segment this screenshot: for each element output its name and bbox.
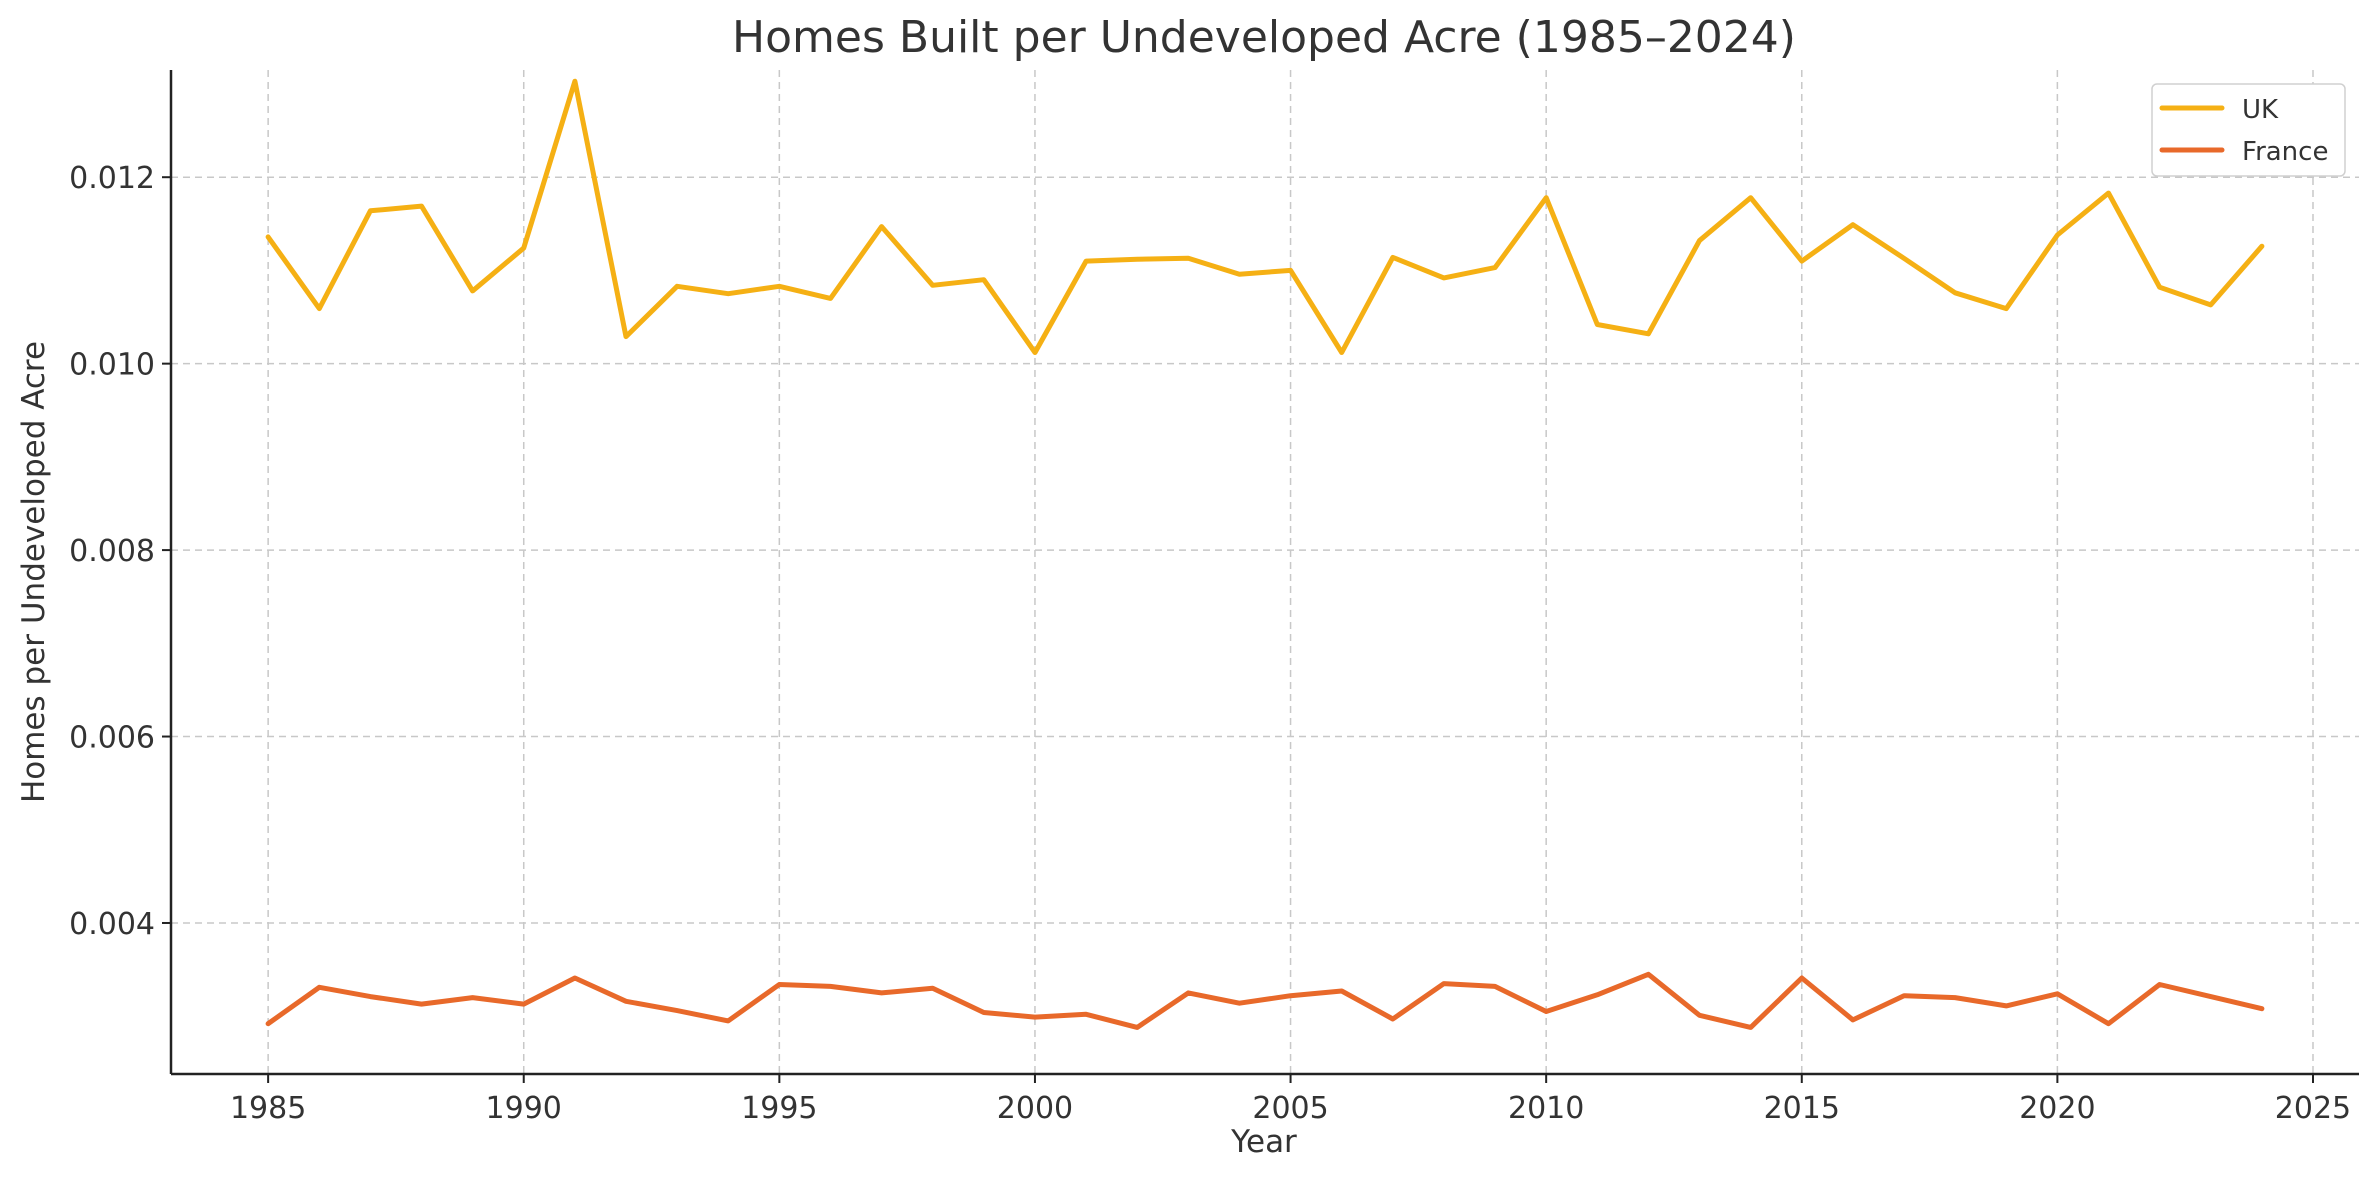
legend: UK France: [2151, 83, 2346, 177]
x-tick-label: 1995: [741, 1091, 817, 1126]
y-tick-label: 0.010: [69, 348, 155, 383]
x-tick-label: 1990: [486, 1091, 562, 1126]
series-line-uk: [265, 78, 2265, 355]
grid-layer: [171, 70, 2359, 1074]
legend-label-france: France: [2242, 137, 2328, 167]
x-tick-label: 2015: [1764, 1091, 1840, 1126]
x-tick-label: 2000: [997, 1091, 1073, 1126]
x-axis-label: Year: [1230, 1124, 1297, 1160]
y-tick-label: 0.004: [69, 907, 155, 942]
x-tick-label: 2020: [2019, 1091, 2095, 1126]
x-tick-label: 2005: [1252, 1091, 1328, 1126]
y-tick-label: 0.006: [69, 721, 155, 756]
y-tick-label: 0.008: [69, 534, 155, 569]
x-tick-label: 1985: [230, 1091, 306, 1126]
y-axis-label: Homes per Undeveloped Acre: [16, 341, 52, 803]
series-layer: [265, 78, 2265, 1030]
ticks-layer: 1985 1990 1995 2000 2005 2010 2015 2020 2025 0.00…: [69, 161, 2351, 1126]
y-tick-label: 0.012: [69, 161, 155, 196]
series-line-france: [265, 971, 2265, 1030]
chart-title: Homes Built per Undeveloped Acre (1985–2…: [732, 12, 1796, 63]
axes-layer: [169, 70, 2359, 1076]
legend-label-uk: UK: [2242, 95, 2279, 125]
x-tick-label: 2025: [2275, 1091, 2351, 1126]
x-tick-label: 2010: [1508, 1091, 1584, 1126]
